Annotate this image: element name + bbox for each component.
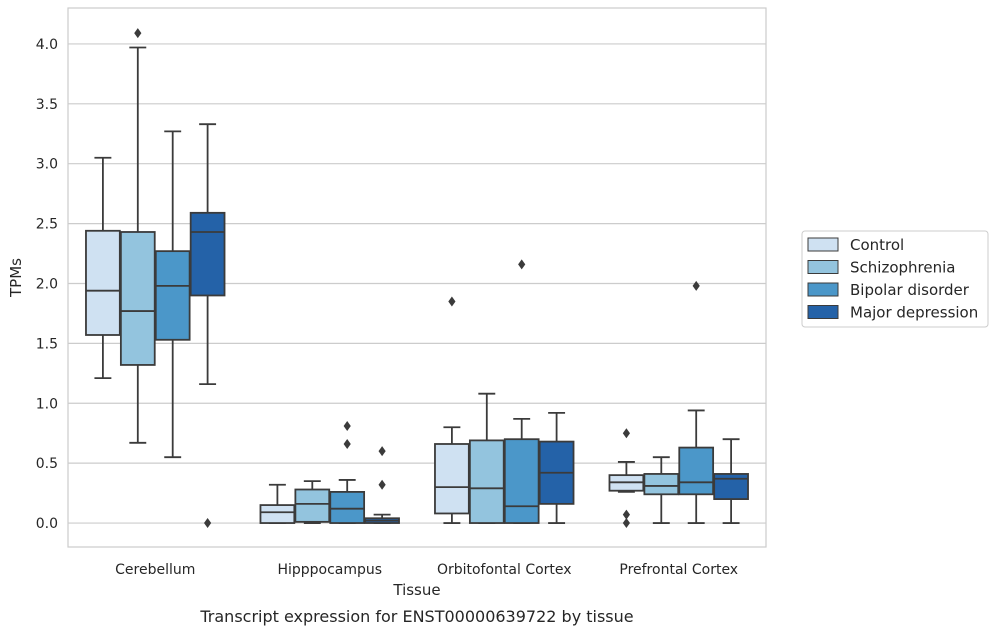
box-major-depression: [364, 446, 400, 524]
y-tick-label: 4.0: [36, 37, 58, 53]
legend-entry: Major depression: [850, 304, 978, 322]
box: [294, 488, 331, 523]
x-tick-label: Hipppocampus: [277, 562, 382, 578]
box: [468, 439, 505, 524]
box: [119, 231, 156, 366]
box: [329, 491, 366, 524]
legend-entry: Schizophrenia: [850, 259, 955, 277]
box: [434, 443, 470, 515]
box-schizophrenia: [468, 392, 505, 524]
legend-swatch: [807, 237, 839, 252]
legend-swatch: [807, 282, 839, 297]
box-schizophrenia: [294, 480, 331, 524]
outlier-point: [378, 446, 386, 457]
legend-entry: Bipolar disorder: [850, 281, 970, 299]
box-schizophrenia: [119, 28, 156, 444]
outlier-point: [204, 518, 212, 529]
x-tick-label: Orbitofontal Cortex: [437, 562, 572, 578]
y-tick-label: 2.0: [36, 276, 58, 292]
box: [503, 438, 540, 524]
legend-entry: Control: [850, 236, 904, 254]
legend-swatch: [807, 305, 839, 319]
y-tick-label: 2.5: [36, 217, 58, 233]
y-tick-label: 0.0: [36, 516, 58, 532]
y-axis-ticks: 0.0 0.5 1.0 1.5 2.0 2.5 3.0 3.5 4.0: [36, 37, 58, 532]
box-bipolar-disorder: [678, 280, 715, 524]
x-axis-label: Tissue: [392, 581, 440, 599]
box-control: [259, 483, 296, 524]
box: [678, 446, 715, 496]
box-control: [434, 296, 470, 524]
x-tick-label: Cerebellum: [115, 562, 195, 578]
box: [189, 211, 226, 297]
box: [713, 473, 749, 500]
box-bipolar-disorder: [154, 130, 191, 459]
box-bipolar-disorder: [329, 421, 366, 524]
legend-frame: [801, 230, 989, 328]
box: [154, 250, 191, 341]
box-schizophrenia: [643, 456, 680, 524]
outlier-point: [343, 421, 351, 432]
chart-caption: Transcript expression for ENST0000063972…: [199, 607, 633, 626]
outlier-point: [134, 28, 142, 39]
y-tick-label: 3.5: [36, 97, 58, 113]
box: [643, 473, 680, 496]
box: [85, 229, 121, 336]
y-tick-label: 1.0: [36, 396, 58, 412]
outlier-point: [692, 280, 700, 291]
plot-frame: [67, 7, 767, 548]
box: [259, 504, 296, 524]
outlier-point: [622, 518, 630, 529]
box-major-depression: [713, 438, 749, 524]
x-tick-label: Prefrontal Cortex: [619, 562, 738, 578]
outlier-point: [378, 479, 386, 490]
box-control: [608, 428, 645, 529]
box-bipolar-disorder: [503, 259, 540, 524]
y-tick-label: 3.0: [36, 157, 58, 173]
legend-swatch: [807, 260, 839, 274]
box-major-depression: [538, 411, 575, 524]
outlier-point: [622, 509, 630, 520]
x-axis-ticks: Cerebellum Hipppocampus Orbitofontal Corte…: [115, 562, 738, 578]
outlier-point: [518, 259, 526, 270]
y-tick-label: 0.5: [36, 456, 58, 472]
y-tick-label: 1.5: [36, 336, 58, 352]
legend: Control Schizophrenia Bipolar disorder Majo…: [801, 230, 989, 328]
box-major-depression: [189, 123, 226, 529]
outlier-point: [448, 296, 456, 307]
y-axis-label: TPMs: [7, 258, 25, 298]
outlier-point: [343, 438, 351, 449]
box-layer: [85, 28, 749, 529]
box-control: [85, 156, 121, 380]
outlier-point: [622, 428, 630, 439]
